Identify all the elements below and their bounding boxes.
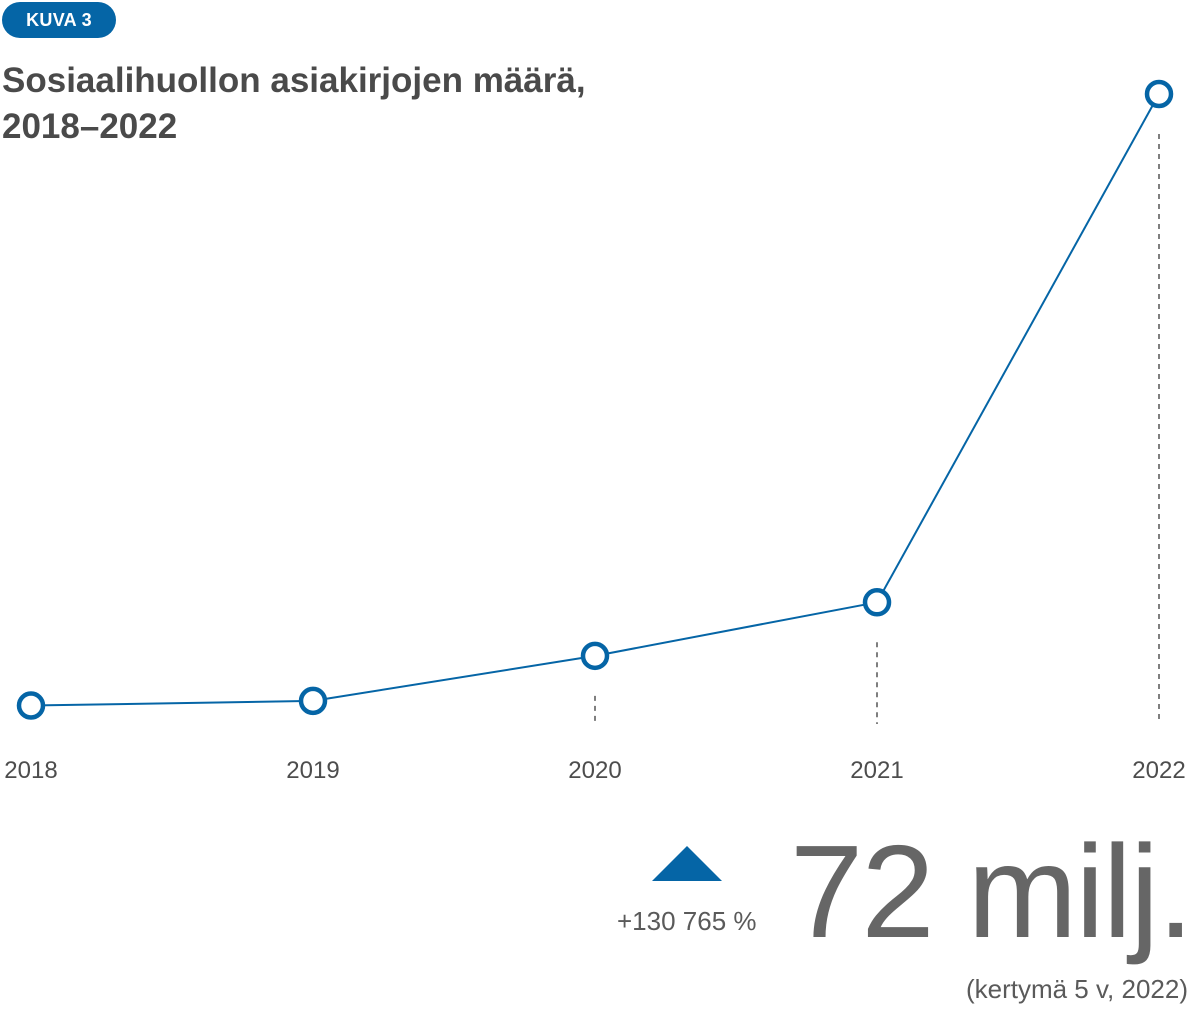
x-tick-label-2022: 2022	[1132, 757, 1185, 784]
x-axis-ticks: 2018 2019 2020 2021 2022	[4, 757, 1185, 784]
data-point-2020	[580, 641, 610, 671]
x-tick-label-2021: 2021	[850, 757, 903, 784]
chart-title: Sosiaalihuollon asiakirjojen määrä, 2018…	[2, 58, 586, 150]
chart-title-line-1: Sosiaalihuollon asiakirjojen määrä,	[2, 61, 586, 100]
chart-title-line-2: 2018–2022	[2, 107, 178, 146]
data-point-2022	[1144, 79, 1174, 109]
data-points	[16, 79, 1174, 720]
series-line-segment	[312, 654, 596, 702]
kpi-value: 72 milj.	[789, 818, 1194, 965]
up-arrow-icon	[652, 846, 722, 881]
data-point-2021	[862, 588, 892, 617]
data-point-2018	[16, 691, 46, 720]
series-line-segment	[594, 601, 878, 657]
series-lines	[30, 93, 1160, 707]
kpi-note: (kertymä 5 v, 2022)	[965, 974, 1188, 1004]
x-tick-label-2020: 2020	[568, 757, 621, 784]
series-line-segment	[876, 93, 1160, 603]
series-line-segment	[30, 699, 314, 707]
figure-badge: KUVA 3	[2, 2, 116, 38]
guide-lines	[594, 134, 1160, 724]
x-tick-label-2018: 2018	[4, 757, 57, 784]
kpi-change-percent: +130 765 %	[617, 906, 757, 936]
x-tick-label-2019: 2019	[286, 757, 339, 784]
line-chart: 2018 2019 2020 2021 2022	[4, 79, 1186, 784]
data-point-2019	[298, 686, 328, 716]
